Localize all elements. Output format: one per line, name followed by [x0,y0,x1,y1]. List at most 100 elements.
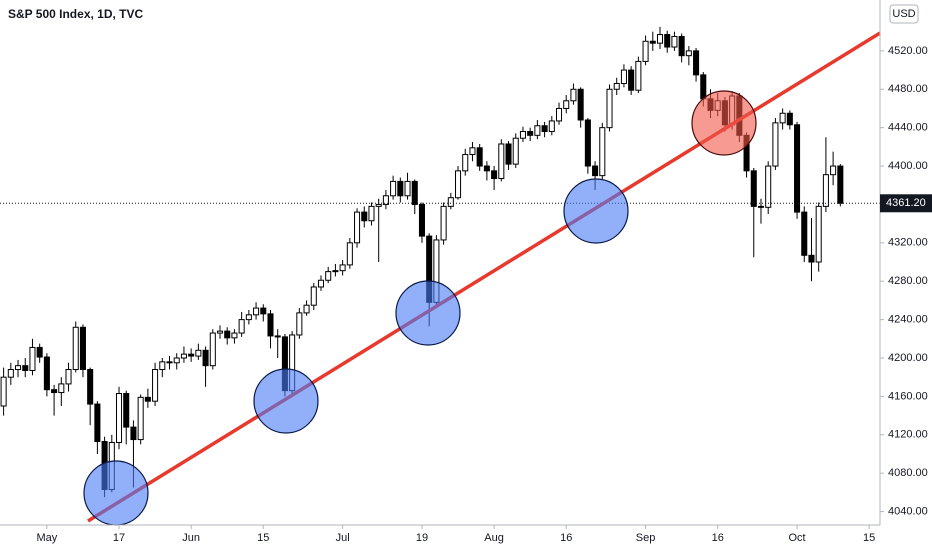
candle-body [188,353,195,357]
y-tick-label: 4040.00 [888,505,928,517]
candle-body [606,88,613,129]
candle-body [635,60,642,91]
candle-body [115,393,123,443]
candle-body [130,426,137,441]
candle-body [267,313,274,337]
x-tick-label: Jul [336,532,350,544]
candle-body [548,120,555,132]
candle-body [519,130,526,139]
candle-body [36,346,43,358]
candle-body [693,50,700,76]
candle-body [137,396,144,441]
last-price-badge [880,194,932,213]
candle-body [779,112,786,124]
candle-body [642,40,649,62]
chart-title: S&P 500 Index, 1D, TVC [8,7,143,21]
x-tick-label: 16 [712,532,724,544]
x-tick-label: Jun [182,532,200,544]
candle-body [685,50,692,57]
candle-body [765,165,772,208]
candle-body [592,165,599,177]
candle-body [332,270,339,273]
candle-body [231,332,238,339]
candle-body [166,361,173,364]
candle-body [224,330,231,339]
y-tick-label: 4280.00 [888,275,928,287]
candle-body [830,165,837,176]
candle-body [325,271,332,281]
breakdown-circle [691,90,757,156]
candle-body [29,346,36,371]
candle-body [505,143,512,165]
y-tick-label: 4240.00 [888,314,928,326]
candle-body [51,389,58,394]
candle-body [527,130,534,136]
candle-body [483,165,490,172]
candle-body [786,112,793,126]
candle-body [310,286,317,306]
candle-body [361,211,368,222]
candle-body [469,147,476,156]
candle-body [216,330,224,334]
support-circle [253,368,319,434]
x-tick-label: 15 [863,532,875,544]
x-tick-label: Aug [484,532,504,544]
candle-body [159,361,166,371]
candle-body [72,326,79,371]
candle-body [794,124,801,213]
candle-body [491,170,498,180]
candle-body [253,307,260,316]
candle-body [317,279,325,288]
x-tick-label: 16 [560,532,572,544]
x-tick-label: 17 [113,532,125,544]
candle-body [22,365,29,371]
y-tick-label: 4160.00 [888,390,928,402]
support-circle [563,178,629,244]
candle-body [801,211,808,256]
plot-area [0,26,880,498]
candle-body [700,74,707,100]
candle-body [815,205,822,263]
candle-body [599,127,606,177]
candle-body [7,369,14,378]
candle-body [750,170,757,207]
x-tick-label: Sep [636,532,656,544]
currency-label: USD [892,8,915,20]
currency-badge[interactable] [889,4,919,24]
candle-body [94,403,101,442]
candle-body [65,369,72,385]
candle-body [541,125,548,132]
candle-body [628,69,635,91]
candle-body [245,314,252,321]
candle-body [822,174,829,207]
candle-body [447,197,454,207]
candle-body [577,88,584,121]
candle-body [455,170,462,199]
candle-body [649,40,656,44]
candle-body [555,107,563,122]
candle-body [671,35,678,48]
y-tick-label: 4520.00 [888,45,928,57]
candle-body [498,143,505,180]
candle-body [0,376,7,407]
y-tick-label: 4480.00 [888,83,928,95]
candle-body [418,203,425,237]
candle-body [397,180,404,197]
x-tick-label: Oct [788,532,805,544]
candle-body [837,165,844,204]
candle-body [462,154,469,172]
support-circle [83,460,149,526]
candle-body [613,83,620,90]
candle-body [303,304,310,314]
candle-body [238,319,245,334]
candle-body [43,356,50,391]
candle-body [339,264,346,272]
candle-body [808,254,815,263]
y-tick-label: 4120.00 [888,429,928,441]
x-tick-label: 15 [257,532,269,544]
candle-body [656,34,664,44]
candle-body [620,69,627,85]
candle-body [346,242,353,266]
